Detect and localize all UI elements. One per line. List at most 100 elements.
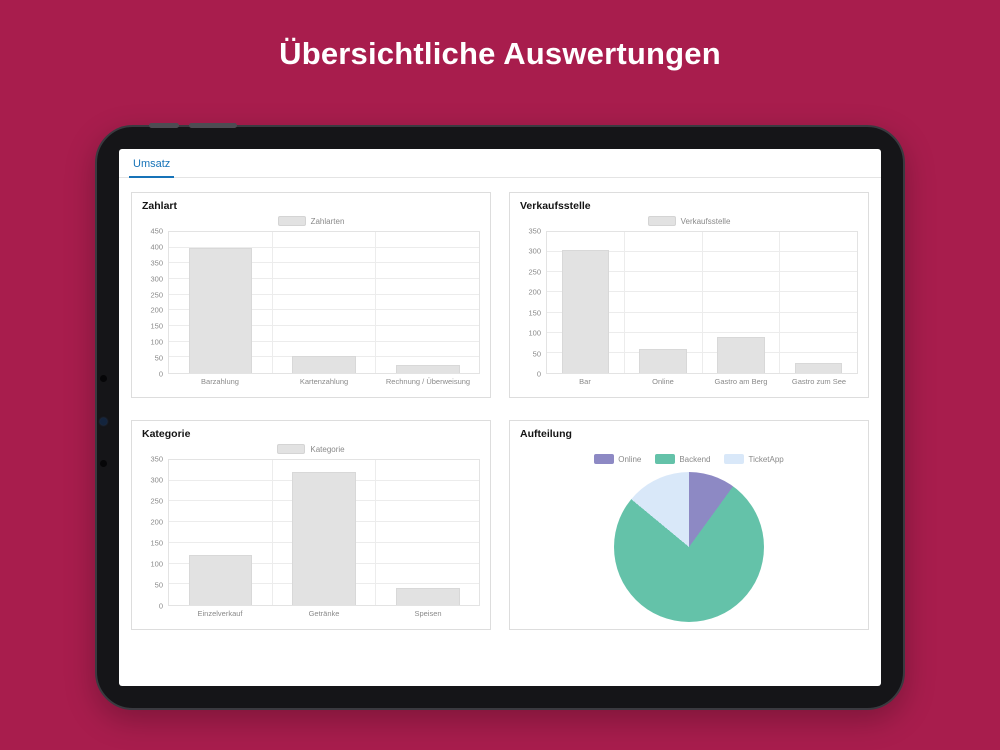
gridline (169, 340, 479, 342)
bar-column (780, 232, 857, 373)
panel-title-zahlart: Zahlart (142, 200, 178, 212)
y-tick-label: 250 (528, 267, 541, 277)
y-tick-label: 300 (528, 246, 541, 256)
bar-column (169, 460, 273, 605)
bar-3 (794, 362, 843, 373)
y-tick-label: 300 (150, 274, 163, 284)
bar-1 (639, 348, 687, 373)
chart-legend-verkaufsstelle: Verkaufsstelle (520, 214, 858, 228)
y-tick-label: 300 (150, 475, 163, 485)
panel-verkaufsstelle: Verkaufsstelle Verkaufsstelle 0 50 100 150 2… (509, 192, 869, 398)
chart-legend-zahlart: Zahlarten (142, 214, 480, 228)
x-tick-label: Barzahlung (201, 377, 239, 386)
plot-area (168, 459, 480, 606)
bar-column (703, 232, 781, 373)
chart-area: 0 50 100 150 200 250 300 350 (142, 455, 480, 611)
y-tick-label: 150 (150, 538, 163, 548)
y-tick-label: 50 (154, 353, 163, 363)
gridline (169, 278, 479, 279)
legend-label: Online (618, 454, 642, 464)
bar-1 (292, 472, 356, 605)
legend-swatch (594, 454, 615, 464)
y-tick-label: 200 (150, 517, 163, 527)
page-title: Übersichtliche Auswertungen (279, 36, 721, 71)
tablet-volume-button (149, 123, 179, 128)
tablet-screen: Umsatz Zahlart Zahlarten 0 50 100 150 200 250… (119, 149, 881, 686)
y-tick-label: 0 (536, 369, 541, 379)
bar-0 (188, 247, 253, 373)
panel-title-kategorie: Kategorie (142, 428, 191, 440)
bar-column (273, 232, 377, 373)
gridline (169, 309, 479, 311)
legend-label: TicketApp (748, 454, 784, 464)
tablet-camera-dot (100, 375, 107, 382)
x-tick-label: Getränke (308, 609, 340, 618)
panel-title-aufteilung: Aufteilung (520, 428, 572, 440)
bar-2 (717, 336, 765, 373)
x-tick-label: Gastro zum See (791, 377, 847, 386)
legend-label: Zahlarten (310, 216, 345, 226)
tab-bar: Umsatz (119, 149, 881, 178)
bar-columns (169, 232, 479, 373)
panel-aufteilung: Aufteilung Online Backend TicketApp (509, 420, 869, 630)
y-tick-label: 100 (150, 337, 163, 347)
bar-column (625, 232, 703, 373)
bar-column (169, 232, 273, 373)
legend-label: Backend (679, 454, 711, 464)
bar-chart-zahlart: 0 50 100 150 200 250 300 350 400 450 Barzahlung Kar… (142, 227, 480, 389)
x-tick-label: Bar (579, 377, 591, 386)
y-tick-label: 0 (158, 601, 163, 611)
x-tick-label: Speisen (414, 609, 442, 618)
legend-swatch (655, 454, 676, 464)
x-tick-label: Kartenzahlung (299, 377, 349, 386)
legend-label: Kategorie (310, 444, 345, 454)
x-axis: Bar Online Gastro am Berg Gastro zum See (546, 374, 858, 389)
bar-0 (188, 555, 253, 605)
gridline (169, 262, 479, 264)
y-tick-label: 150 (528, 308, 541, 318)
bar-chart-kategorie: 0 50 100 150 200 250 300 350 Einzelverkauf Geträn… (142, 455, 480, 621)
y-tick-label: 250 (150, 290, 163, 300)
panel-zahlart: Zahlart Zahlarten 0 50 100 150 200 250 300 350 4… (131, 192, 491, 398)
dashboard: Zahlart Zahlarten 0 50 100 150 200 250 300 350 4… (119, 178, 881, 686)
x-axis: Einzelverkauf Getränke Speisen (168, 606, 480, 621)
y-tick-label: 0 (158, 369, 163, 379)
y-tick-label: 200 (528, 287, 541, 297)
plot-area (168, 231, 480, 374)
pie-legend: Online Backend TicketApp (520, 454, 858, 464)
legend-swatch (277, 444, 306, 454)
y-axis: 0 50 100 150 200 250 300 350 400 450 (142, 227, 168, 379)
x-tick-label: Online (652, 377, 674, 386)
y-tick-label: 250 (150, 496, 163, 506)
bar-chart-verkaufsstelle: 0 50 100 150 200 250 300 350 Bar Online Gastro am … (520, 227, 858, 389)
bar-0 (561, 250, 610, 373)
y-tick-label: 100 (150, 559, 163, 569)
x-axis: Barzahlung Kartenzahlung Rechnung / Überwe… (168, 374, 480, 389)
bar-column (376, 232, 479, 373)
tablet-smart-connector-dot (100, 418, 107, 425)
bar-column (547, 232, 625, 373)
y-tick-label: 400 (150, 242, 163, 252)
legend-label: Verkaufsstelle (680, 216, 731, 226)
gridline (169, 325, 479, 326)
y-tick-label: 150 (150, 321, 163, 331)
gridline (169, 293, 479, 295)
y-tick-label: 350 (528, 226, 541, 236)
legend-item: TicketApp (724, 454, 784, 464)
legend-swatch (647, 216, 676, 226)
bar-column (376, 460, 479, 605)
bar-2 (395, 588, 460, 605)
tablet-power-button (189, 123, 237, 128)
panel-title-verkaufsstelle: Verkaufsstelle (520, 200, 591, 212)
tab-umsatz-label: Umsatz (133, 158, 171, 170)
y-tick-label: 450 (150, 226, 163, 236)
plot-area (546, 231, 858, 374)
tab-umsatz[interactable]: Umsatz (129, 149, 175, 178)
bar-columns (169, 460, 479, 605)
legend-swatch (724, 454, 745, 464)
y-tick-label: 350 (150, 454, 163, 464)
y-tick-label: 200 (150, 305, 163, 315)
tablet-frame: Umsatz Zahlart Zahlarten 0 50 100 150 200 250… (95, 123, 905, 710)
legend-item: Online (594, 454, 641, 464)
pie-chart-wrap (520, 464, 858, 622)
